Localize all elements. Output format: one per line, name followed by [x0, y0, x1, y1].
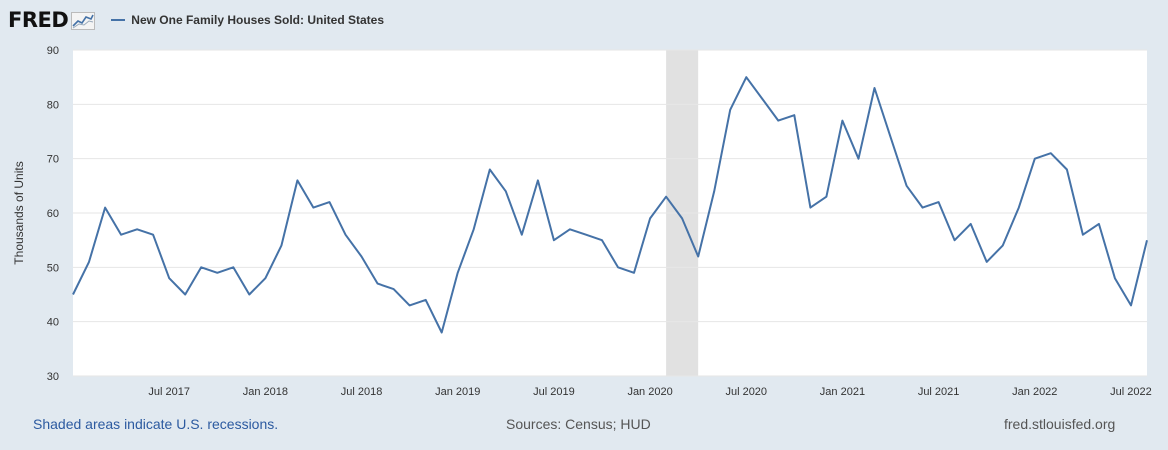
x-tick-label: Jul 2021	[918, 386, 960, 398]
x-tick-label: Jan 2020	[627, 386, 672, 398]
y-axis-ticks: 30 40 50 60 70 80 90	[47, 45, 59, 383]
x-tick-label: Jul 2018	[341, 386, 383, 398]
chart-legend: New One Family Houses Sold: United State…	[111, 13, 384, 27]
y-tick-label-70: 70	[47, 154, 59, 166]
legend-label: New One Family Houses Sold: United State…	[131, 13, 385, 27]
legend-line-swatch	[111, 19, 126, 21]
gridlines	[73, 49, 1147, 377]
x-tick-label: Jul 2022	[1110, 386, 1152, 398]
fred-logo[interactable]: FRED	[8, 8, 69, 32]
series-line-0	[72, 76, 1148, 334]
line-chart-icon	[71, 12, 96, 30]
chart-header: FRED New One Family Houses Sold: United …	[8, 6, 384, 34]
x-axis-ticks: Jul 2017 Jan 2018 Jul 2018 Jan 2019 Jul 2019…	[148, 386, 1151, 398]
x-tick-label: Jul 2019	[533, 386, 575, 398]
y-tick-label-90: 90	[47, 45, 59, 57]
x-tick-label: Jul 2020	[725, 386, 767, 398]
y-tick-label-30: 30	[47, 371, 59, 383]
y-tick-label-50: 50	[47, 262, 59, 274]
y-axis-title: Thousands of Units	[12, 161, 26, 264]
site-link[interactable]: fred.stlouisfed.org	[1004, 416, 1116, 432]
x-tick-label: Jan 2019	[435, 386, 480, 398]
series-lines	[72, 76, 1148, 334]
x-tick-label: Jan 2022	[1012, 386, 1057, 398]
sources-text: Sources: Census; HUD	[506, 416, 651, 432]
y-tick-label-40: 40	[47, 317, 59, 329]
x-tick-label: Jul 2017	[148, 386, 190, 398]
y-tick-label-60: 60	[47, 208, 59, 220]
x-tick-label: Jan 2018	[243, 386, 288, 398]
y-tick-label-80: 80	[47, 99, 59, 111]
recession-note: Shaded areas indicate U.S. recessions.	[33, 416, 279, 432]
x-tick-label: Jan 2021	[820, 386, 865, 398]
